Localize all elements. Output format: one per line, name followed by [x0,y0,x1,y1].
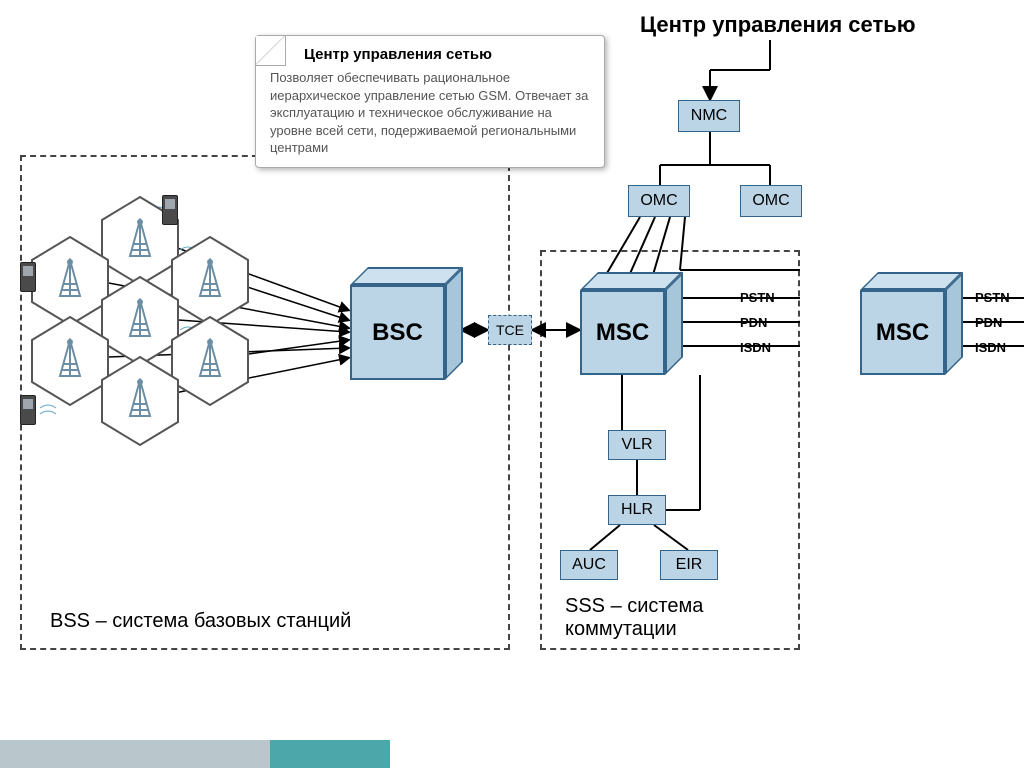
msc2-pdn: PDN [975,315,1002,330]
node-auc: AUC [560,550,618,580]
node-msc2: MSC [860,290,945,375]
node-msc1: MSC [580,290,665,375]
phone-icon [20,395,36,425]
msc1-pstn: PSTN [740,290,775,305]
node-omc1: OMC [628,185,690,217]
msc2-label: MSC [860,290,945,375]
tower-icon [126,218,154,258]
sss-caption: SSS – система коммутации [565,595,795,641]
tower-icon [56,258,84,298]
diagram-canvas: Центр управления сетью Центр управления … [0,0,1024,768]
tower-icon [126,378,154,418]
title: Центр управления сетью [640,12,916,38]
msc1-isdn: ISDN [740,340,771,355]
msc2-isdn: ISDN [975,340,1006,355]
footer-bar [0,740,1024,768]
bsc-label: BSC [350,285,445,380]
phone-icon [20,262,36,292]
node-hlr: HLR [608,495,666,525]
node-vlr: VLR [608,430,666,460]
node-nmc: NMC [678,100,740,132]
phone-icon [162,195,178,225]
msc1-label: MSC [580,290,665,375]
tower-icon [196,338,224,378]
node-tce: TCE [488,315,532,345]
callout-title: Центр управления сетью [304,46,590,63]
node-omc2: OMC [740,185,802,217]
node-eir: EIR [660,550,718,580]
node-bsc: BSC [350,285,445,380]
tower-icon [126,298,154,338]
msc1-pdn: PDN [740,315,767,330]
tower-icon [56,338,84,378]
tower-icon [196,258,224,298]
bss-caption: BSS – система базовых станций [50,610,351,633]
msc2-pstn: PSTN [975,290,1010,305]
callout-note: Центр управления сетью Позволяет обеспеч… [255,35,605,168]
callout-body: Позволяет обеспечивать рациональное иера… [270,69,590,157]
